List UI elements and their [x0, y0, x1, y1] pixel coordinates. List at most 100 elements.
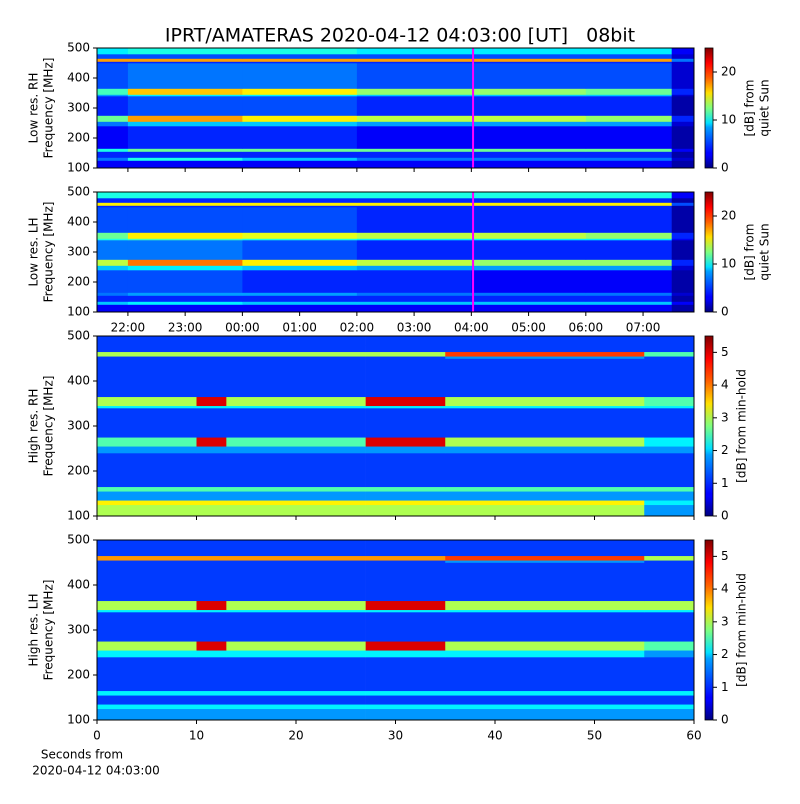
x-tick-label: 07:00 — [626, 321, 661, 335]
heatmap-cell — [127, 94, 243, 97]
heatmap-cell — [365, 405, 446, 409]
heatmap-cell — [356, 160, 472, 169]
x-tick-label: 00:00 — [225, 321, 260, 335]
y-tick-label: 300 — [67, 245, 90, 259]
heatmap-cell — [127, 238, 243, 241]
heatmap-cell — [445, 641, 645, 651]
y-tick-label: 200 — [67, 131, 90, 145]
heatmap-cell — [97, 295, 129, 302]
heatmap-cell — [356, 238, 472, 241]
heatmap-cell — [127, 240, 243, 260]
heatmap-cell — [585, 151, 672, 158]
heatmap-cell — [585, 160, 672, 169]
heatmap-cell — [471, 157, 587, 161]
heatmap-cell — [226, 356, 366, 359]
heatmap-cell — [471, 48, 587, 55]
heatmap-cell — [365, 704, 446, 710]
heatmap-cell — [242, 192, 358, 199]
heatmap-cell — [97, 88, 129, 95]
heatmap-cell — [196, 453, 227, 488]
heatmap-cell — [196, 405, 227, 409]
heatmap-cell — [471, 94, 587, 97]
heatmap-cell — [445, 345, 645, 353]
heatmap-cell — [471, 54, 587, 59]
x-tick-label: 04:00 — [454, 321, 489, 335]
heatmap-cell — [471, 205, 587, 208]
heatmap-cell — [97, 94, 129, 97]
heatmap-cell — [365, 555, 446, 561]
heatmap-cell — [226, 491, 366, 501]
heatmap-cell — [585, 292, 672, 296]
heatmap-cell — [97, 560, 197, 563]
heatmap-cell — [127, 96, 243, 116]
y-tick-label: 100 — [67, 161, 90, 175]
heatmap-cell — [97, 491, 197, 501]
heatmap-cell — [644, 336, 695, 346]
heatmap-cell — [97, 121, 129, 127]
y-axis-label: Frequency [MHz] — [42, 58, 56, 159]
heatmap-cell — [585, 94, 672, 97]
heatmap-cell — [242, 240, 358, 260]
heatmap-cell — [97, 500, 197, 506]
heatmap — [97, 540, 695, 721]
heatmap-cell — [471, 148, 587, 152]
heatmap-cell — [242, 126, 358, 149]
heatmap-cell — [97, 205, 129, 208]
x-tick-label: 01:00 — [282, 321, 317, 335]
heatmap-cell — [365, 336, 446, 346]
y-tick-label: 300 — [67, 101, 90, 115]
heatmap-cell — [356, 96, 472, 116]
heatmap-cell — [127, 126, 243, 149]
heatmap-cell — [356, 58, 472, 62]
heatmap-cell — [644, 657, 695, 692]
heatmap-cell — [97, 301, 129, 305]
heatmap-cell — [356, 126, 472, 149]
heatmap-cell — [365, 504, 446, 517]
colorbar-tick-label: 20 — [721, 209, 736, 223]
heatmap-cell — [97, 650, 197, 658]
heatmap-cell — [585, 202, 672, 206]
heatmap-cell — [644, 500, 695, 506]
heatmap-cell — [97, 695, 197, 705]
heatmap-cell — [97, 345, 197, 353]
heatmap-cell — [242, 58, 358, 62]
heatmap-cell — [242, 265, 358, 271]
y-axis-label: Frequency [MHz] — [42, 580, 56, 681]
heatmap-cell — [127, 48, 243, 55]
heatmap-cell — [242, 157, 358, 161]
colorbar-tick-label: 1 — [721, 476, 729, 490]
heatmap-cell — [471, 160, 587, 169]
y-tick-label: 400 — [67, 578, 90, 592]
heatmap-cell — [445, 351, 645, 357]
heatmap-cell — [356, 198, 472, 203]
colorbar-tick-label: 4 — [721, 378, 729, 392]
colorbar-tick-label: 3 — [721, 614, 729, 628]
y-tick-label: 400 — [67, 374, 90, 388]
heatmap-cell — [127, 202, 243, 206]
heatmap-cell — [671, 121, 695, 127]
x-tick-label: 60 — [686, 729, 701, 743]
x-axis-label: Seconds from — [41, 748, 123, 762]
heatmap-cell — [644, 650, 695, 658]
heatmap-cell — [644, 600, 695, 611]
heatmap-cell — [242, 238, 358, 241]
x-tick-label: 20 — [288, 729, 303, 743]
heatmap-cell — [242, 205, 358, 208]
heatmap-cell — [127, 88, 243, 95]
heatmap-cell — [127, 192, 243, 199]
heatmap-cell — [585, 63, 672, 89]
heatmap-cell — [196, 690, 227, 696]
heatmap-cell — [97, 238, 129, 241]
heatmap-cell — [644, 560, 695, 563]
heatmap-cell — [365, 540, 446, 550]
heatmap-cell — [97, 336, 197, 346]
heatmap-cell — [356, 148, 472, 152]
heatmap-cell — [471, 121, 587, 127]
y-tick-label: 500 — [67, 185, 90, 199]
heatmap-cell — [97, 504, 197, 517]
heatmap-cell — [127, 115, 243, 122]
heatmap-cell — [356, 48, 472, 55]
colorbar — [704, 191, 714, 313]
heatmap-cell — [242, 295, 358, 302]
